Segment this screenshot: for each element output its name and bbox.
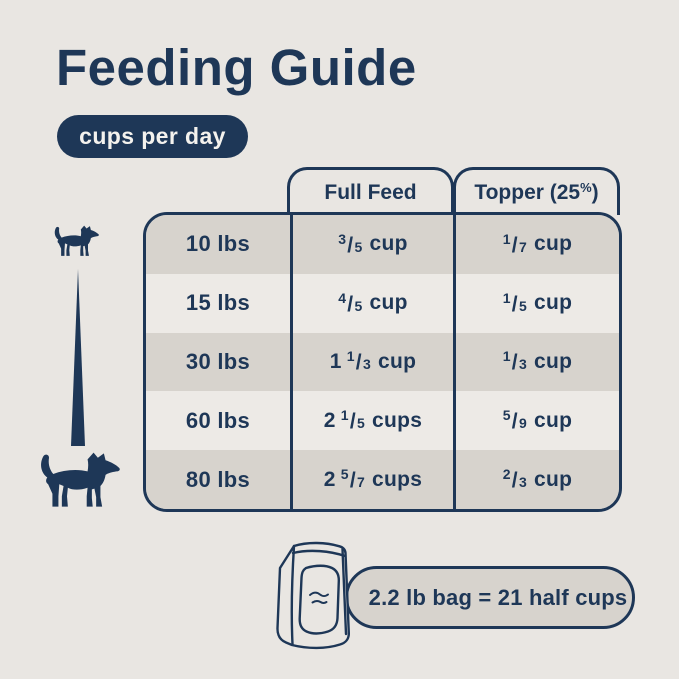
small-dog-icon xyxy=(54,225,99,256)
topper-cell: 1/7 cup xyxy=(453,215,619,274)
weight-cell: 30 lbs xyxy=(185,348,251,374)
subtitle-pill: cups per day xyxy=(57,115,248,158)
kibble-bag-icon xyxy=(276,541,350,650)
weight-cell: 80 lbs xyxy=(185,466,251,492)
topper-cell: 2/3 cup xyxy=(453,450,619,509)
column-header-full-feed: Full Feed xyxy=(287,167,454,215)
table-row: 60 lbs 2 1/5 cups 5/9 cup xyxy=(146,391,619,451)
table-row: 80 lbs 2 5/7 cups 2/3 cup xyxy=(146,450,619,509)
full-feed-cell: 3/5 cup xyxy=(290,215,453,274)
topper-cell: 5/9 cup xyxy=(453,391,619,451)
percent-superscript: % xyxy=(580,180,592,195)
subtitle-pill-label: cups per day xyxy=(79,123,226,149)
column-header-topper: Topper (25%) xyxy=(453,167,620,215)
page-title: Feeding Guide xyxy=(56,39,417,96)
full-feed-cell: 2 1/5 cups xyxy=(290,391,453,451)
table-row: 15 lbs 4/5 cup 1/5 cup xyxy=(146,273,619,333)
full-feed-cell: 4/5 cup xyxy=(290,273,453,333)
table-row: 30 lbs 1 1/3 cup 1/3 cup xyxy=(146,332,619,392)
full-feed-cell: 2 5/7 cups xyxy=(290,450,453,509)
large-dog-icon xyxy=(41,452,120,507)
bag-yield-badge: 2.2 lb bag = 21 half cups xyxy=(345,566,635,629)
weight-cell: 60 lbs xyxy=(185,407,251,433)
weight-cell: 10 lbs xyxy=(185,231,251,257)
topper-header-label: Topper (25%) xyxy=(474,180,599,204)
feeding-table: 10 lbs 3/5 cup 1/7 cup 15 lbs 4/5 cup 1/5 cup 30 l… xyxy=(143,212,622,512)
size-scale-wedge-icon xyxy=(71,269,85,446)
topper-cell: 1/5 cup xyxy=(453,273,619,333)
bag-yield-text: 2.2 lb bag = 21 half cups xyxy=(368,584,628,610)
full-feed-cell: 1 1/3 cup xyxy=(290,332,453,392)
weight-cell: 15 lbs xyxy=(185,290,251,316)
topper-cell: 1/3 cup xyxy=(453,332,619,392)
full-feed-header-label: Full Feed xyxy=(324,180,417,204)
table-row: 10 lbs 3/5 cup 1/7 cup xyxy=(146,215,619,274)
